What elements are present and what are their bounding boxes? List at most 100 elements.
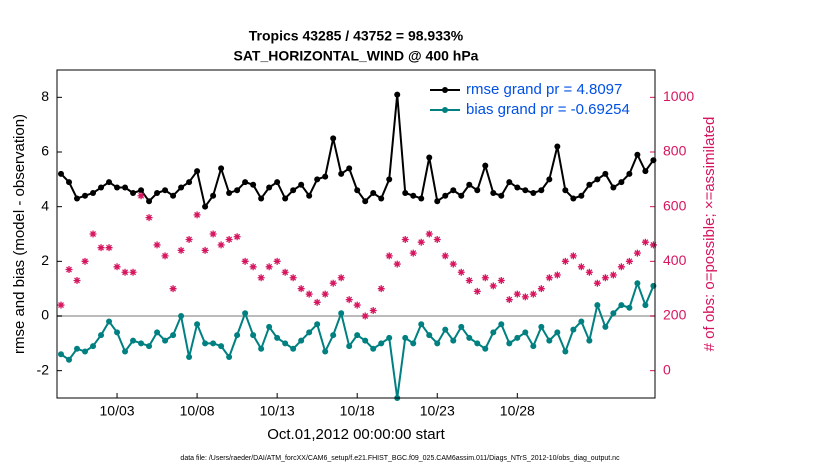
point — [538, 323, 545, 330]
obs-marker — [449, 260, 457, 268]
y2-tick-label: 1000 — [663, 88, 694, 104]
obs-marker — [113, 263, 121, 271]
point — [162, 337, 169, 344]
point — [546, 176, 553, 183]
point — [322, 173, 329, 180]
obs-marker — [609, 271, 617, 279]
point — [386, 176, 393, 183]
point — [218, 343, 225, 350]
obs-marker — [105, 244, 113, 252]
point — [618, 179, 625, 186]
point — [202, 203, 209, 210]
point — [346, 165, 353, 172]
obs-marker — [57, 301, 65, 309]
obs-marker — [425, 230, 433, 238]
y2-tick-label: 400 — [663, 252, 687, 268]
y2-axis-label: # of obs: o=possible; ×=assimilated — [701, 117, 718, 352]
y-tick-label: 0 — [41, 307, 49, 323]
point — [218, 165, 225, 172]
obs-marker — [537, 285, 545, 293]
point — [298, 337, 305, 344]
obs-marker — [225, 235, 233, 243]
obs-marker — [601, 274, 609, 282]
y2-tick-label: 200 — [663, 307, 687, 323]
obs-marker — [561, 257, 569, 265]
obs-marker — [185, 235, 193, 243]
obs-marker — [593, 279, 601, 287]
obs-marker — [441, 252, 449, 260]
point — [178, 313, 185, 319]
obs-marker — [265, 263, 273, 271]
obs-marker — [641, 238, 649, 246]
obs-marker — [377, 285, 385, 293]
point — [130, 190, 137, 196]
x-tick-label: 10/03 — [100, 403, 135, 419]
y-tick-label: -2 — [37, 361, 50, 377]
point — [570, 326, 577, 333]
obs-marker — [161, 252, 169, 260]
point — [234, 187, 241, 194]
x-tick-label: 10/28 — [500, 403, 535, 419]
point — [178, 184, 185, 191]
obs-marker — [177, 246, 185, 254]
chart-title: Tropics 43285 / 43752 = 98.933% — [249, 28, 464, 44]
point — [354, 187, 361, 194]
obs-marker — [241, 257, 249, 265]
point — [282, 195, 289, 202]
obs-marker — [393, 260, 401, 268]
obs-marker — [433, 235, 441, 243]
obs-marker — [489, 282, 497, 290]
obs-marker — [337, 274, 345, 282]
point — [138, 340, 145, 347]
obs-marker — [529, 290, 537, 298]
y-axis-label: rmse and bias (model - observation) — [11, 114, 28, 354]
point — [594, 176, 601, 183]
point — [250, 181, 257, 188]
point — [226, 354, 233, 360]
point — [170, 192, 177, 199]
obs-marker — [209, 230, 217, 238]
point — [90, 343, 97, 350]
point — [194, 321, 201, 328]
point — [530, 343, 537, 350]
point — [194, 168, 201, 175]
point — [642, 168, 649, 175]
point — [506, 179, 513, 186]
obs-marker — [617, 263, 625, 271]
point — [122, 348, 129, 355]
obs-marker — [649, 241, 657, 249]
point — [554, 143, 561, 150]
point — [314, 321, 321, 328]
obs-marker — [465, 276, 473, 284]
y-tick-label: 4 — [41, 197, 49, 213]
point — [418, 321, 425, 328]
point — [170, 332, 177, 339]
point — [242, 179, 249, 186]
point — [330, 135, 337, 142]
point — [234, 332, 241, 339]
point — [482, 345, 489, 352]
x-tick-label: 10/18 — [340, 403, 375, 419]
point — [210, 340, 217, 347]
point — [330, 332, 337, 339]
point — [106, 179, 113, 186]
point — [146, 343, 153, 350]
point — [58, 170, 65, 177]
point — [522, 329, 529, 336]
point — [586, 181, 593, 188]
point — [82, 192, 89, 199]
obs-marker — [409, 249, 417, 257]
point — [410, 340, 417, 347]
point — [370, 345, 377, 352]
point — [266, 323, 273, 330]
point — [258, 345, 265, 352]
point — [586, 337, 593, 344]
point — [514, 334, 521, 341]
y-tick-label: 8 — [41, 88, 49, 104]
point — [626, 170, 633, 177]
obs-marker — [345, 296, 353, 304]
point — [474, 340, 481, 347]
point — [370, 190, 377, 196]
point — [354, 332, 361, 339]
point — [482, 162, 489, 169]
